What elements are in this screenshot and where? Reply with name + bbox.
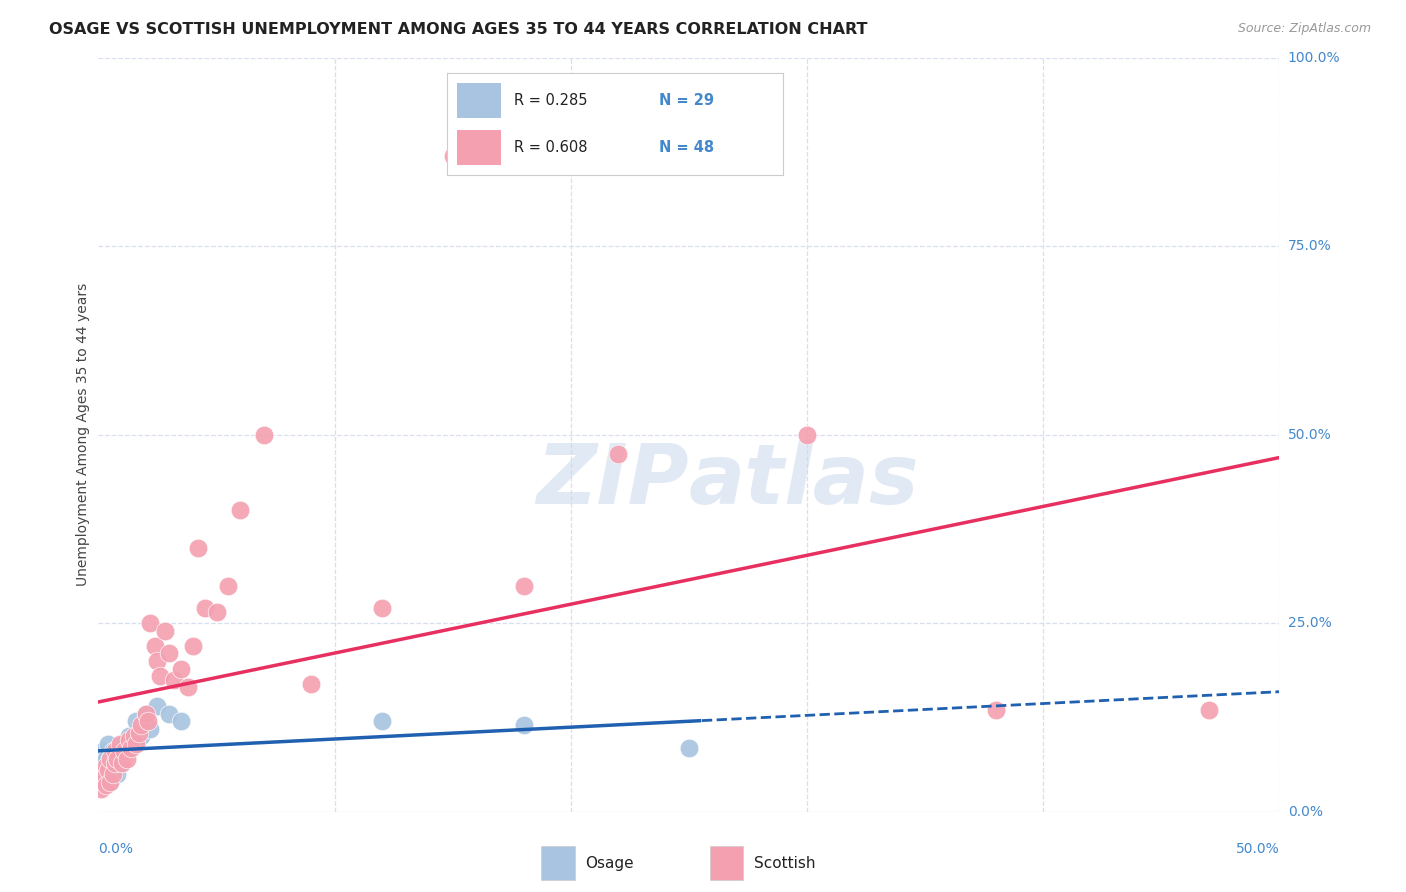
- Point: [170, 714, 193, 729]
- Point: [139, 616, 162, 631]
- Text: ZIP: ZIP: [536, 440, 689, 521]
- Point: [181, 639, 204, 653]
- Point: [112, 737, 135, 751]
- Point: [607, 447, 630, 461]
- Point: [371, 714, 394, 729]
- Point: [94, 752, 117, 766]
- Text: 50.0%: 50.0%: [1288, 428, 1331, 442]
- Point: [122, 737, 145, 751]
- Point: [104, 756, 127, 770]
- Point: [90, 767, 112, 781]
- Point: [111, 756, 134, 770]
- Text: OSAGE VS SCOTTISH UNEMPLOYMENT AMONG AGES 35 TO 44 YEARS CORRELATION CHART: OSAGE VS SCOTTISH UNEMPLOYMENT AMONG AGE…: [49, 22, 868, 37]
- Point: [108, 737, 131, 751]
- Point: [253, 428, 276, 442]
- Point: [98, 774, 121, 789]
- Text: 0.0%: 0.0%: [98, 842, 134, 855]
- Point: [187, 541, 209, 555]
- Bar: [710, 846, 744, 880]
- Point: [105, 767, 128, 781]
- Point: [217, 579, 239, 593]
- Text: atlas: atlas: [689, 440, 920, 521]
- Text: Osage: Osage: [585, 855, 634, 871]
- Point: [115, 752, 138, 766]
- Point: [177, 681, 200, 695]
- Point: [111, 756, 134, 770]
- Text: Scottish: Scottish: [754, 855, 815, 871]
- Point: [146, 654, 169, 668]
- Text: Source: ZipAtlas.com: Source: ZipAtlas.com: [1237, 22, 1371, 36]
- Point: [118, 733, 141, 747]
- Point: [125, 737, 148, 751]
- Point: [118, 730, 141, 744]
- Point: [101, 744, 124, 758]
- Point: [97, 764, 120, 778]
- Point: [984, 703, 1007, 717]
- Point: [678, 740, 700, 755]
- Point: [129, 718, 152, 732]
- Y-axis label: Unemployment Among Ages 35 to 44 years: Unemployment Among Ages 35 to 44 years: [76, 284, 90, 586]
- Point: [125, 714, 148, 729]
- Point: [91, 774, 114, 789]
- Point: [143, 639, 166, 653]
- Text: 100.0%: 100.0%: [1288, 51, 1340, 65]
- Point: [157, 706, 180, 721]
- Point: [94, 778, 117, 792]
- Point: [299, 676, 322, 690]
- Point: [136, 714, 159, 729]
- Point: [91, 744, 114, 758]
- Point: [115, 744, 138, 758]
- Point: [101, 767, 124, 781]
- Point: [512, 718, 534, 732]
- Point: [97, 759, 120, 773]
- Point: [97, 737, 120, 751]
- Point: [122, 730, 145, 744]
- Point: [101, 767, 124, 781]
- Text: 25.0%: 25.0%: [1288, 616, 1331, 631]
- Point: [163, 673, 186, 687]
- Point: [153, 624, 176, 638]
- Point: [135, 706, 157, 721]
- Point: [98, 774, 121, 789]
- Bar: [541, 846, 575, 880]
- Text: 0.0%: 0.0%: [1288, 805, 1323, 819]
- Point: [229, 503, 252, 517]
- Point: [94, 767, 117, 781]
- Point: [98, 752, 121, 766]
- Point: [94, 759, 117, 773]
- Point: [194, 601, 217, 615]
- Point: [105, 752, 128, 766]
- Point: [91, 759, 114, 773]
- Text: 75.0%: 75.0%: [1288, 239, 1331, 253]
- Text: 50.0%: 50.0%: [1236, 842, 1279, 855]
- Point: [104, 744, 127, 758]
- Point: [371, 601, 394, 615]
- Point: [441, 149, 464, 163]
- Point: [90, 782, 112, 797]
- Point: [1198, 703, 1220, 717]
- Point: [112, 744, 135, 758]
- Point: [146, 699, 169, 714]
- Point: [796, 428, 818, 442]
- Point: [128, 725, 150, 739]
- Point: [108, 752, 131, 766]
- Point: [135, 706, 157, 721]
- Point: [157, 647, 180, 661]
- Point: [139, 722, 162, 736]
- Point: [98, 752, 121, 766]
- Point: [121, 740, 143, 755]
- Point: [512, 579, 534, 593]
- Point: [104, 759, 127, 773]
- Point: [129, 730, 152, 744]
- Point: [149, 669, 172, 683]
- Point: [205, 605, 228, 619]
- Point: [170, 661, 193, 675]
- Point: [91, 767, 114, 781]
